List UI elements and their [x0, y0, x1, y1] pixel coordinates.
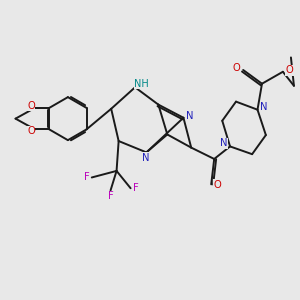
Text: O: O [233, 63, 241, 73]
Text: N: N [220, 138, 227, 148]
Text: O: O [286, 65, 293, 75]
Text: N: N [260, 102, 268, 112]
Text: N: N [186, 111, 194, 121]
Text: F: F [108, 191, 114, 201]
Text: F: F [83, 172, 89, 182]
Text: O: O [27, 101, 35, 111]
Text: F: F [133, 183, 139, 193]
Text: N: N [142, 153, 150, 163]
Text: O: O [27, 127, 35, 136]
Text: O: O [214, 180, 222, 190]
Text: NH: NH [134, 79, 149, 89]
